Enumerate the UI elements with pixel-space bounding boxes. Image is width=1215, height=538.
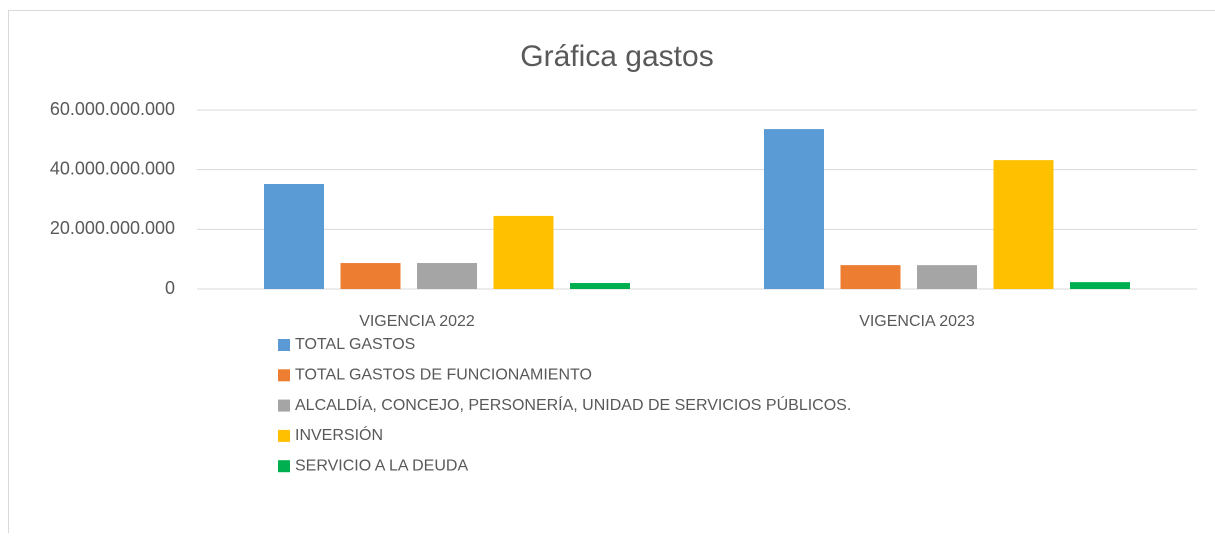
bar xyxy=(264,184,324,289)
bar xyxy=(341,263,401,289)
legend-swatch xyxy=(278,400,290,412)
y-tick-label: 60.000.000.000 xyxy=(50,99,175,119)
bar xyxy=(841,265,901,289)
legend-swatch xyxy=(278,369,290,381)
legend-label: INVERSIÓN xyxy=(295,425,383,444)
x-tick-label: VIGENCIA 2022 xyxy=(359,313,475,330)
bar xyxy=(994,160,1054,289)
legend-label: TOTAL GASTOS xyxy=(295,336,415,353)
legend-label: SERVICIO A LA DEUDA xyxy=(295,457,468,474)
y-tick-label: 0 xyxy=(165,278,175,298)
bar xyxy=(417,263,477,289)
y-tick-label: 20.000.000.000 xyxy=(50,218,175,238)
legend-label: TOTAL GASTOS DE FUNCIONAMIENTO xyxy=(295,367,592,384)
bar xyxy=(764,129,824,289)
legend-swatch xyxy=(278,430,290,442)
legend-swatch xyxy=(278,339,290,351)
bar xyxy=(570,283,630,289)
bar xyxy=(1070,282,1130,289)
x-tick-label: VIGENCIA 2023 xyxy=(859,313,975,330)
bar xyxy=(917,265,977,289)
chart-title: Gráfica gastos xyxy=(520,40,713,73)
y-tick-label: 40.000.000.000 xyxy=(50,158,175,178)
legend-swatch xyxy=(278,460,290,472)
bar xyxy=(494,216,554,289)
legend-label: ALCALDÍA, CONCEJO, PERSONERÍA, UNIDAD DE… xyxy=(295,395,851,414)
